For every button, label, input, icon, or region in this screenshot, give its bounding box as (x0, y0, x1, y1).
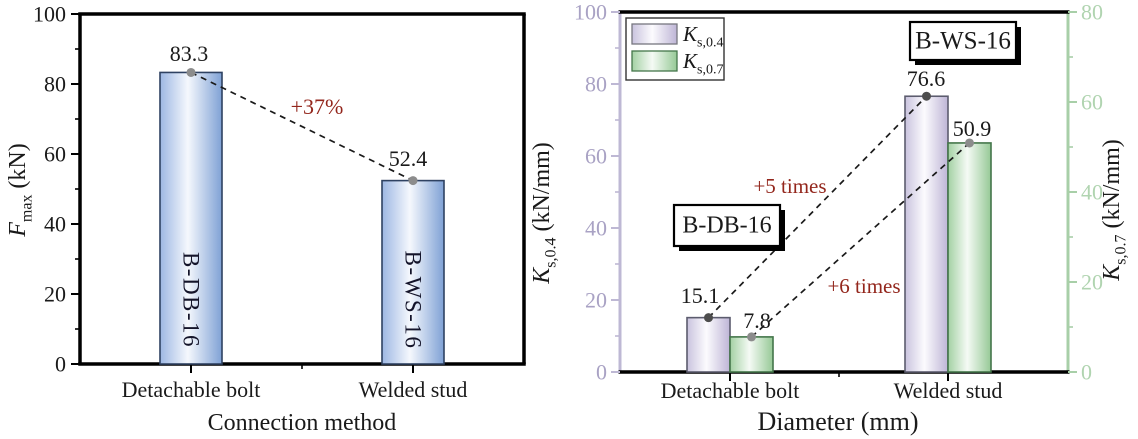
bar-ks04-detachable-bolt (686, 316, 731, 373)
boxed-label-bdb16-box (672, 203, 782, 248)
annotation-times: +6 times (827, 274, 900, 298)
value-label: 76.6 (907, 66, 946, 91)
annotation-times: +5 times (753, 174, 826, 198)
y-tick-label: 20 (44, 282, 66, 307)
x-axis-title: Diameter (mm) (758, 407, 919, 436)
left-y-tick-label: 0 (596, 360, 607, 385)
marker-dot (704, 313, 713, 323)
marker-dot (186, 67, 196, 77)
bar-inner-label: B-DB-16 (179, 252, 204, 348)
connector-ks07 (750, 142, 971, 338)
right-y-axis-title: Ks,0.7 (kN/mm) (1099, 139, 1129, 282)
y-tick-label: 40 (44, 212, 66, 237)
x-category-label: Detachable bolt (661, 378, 800, 403)
bar-inner-label: B-WS-16 (401, 251, 426, 350)
left-y-tick-label: 60 (585, 144, 607, 169)
right-y-tick-label: 20 (1081, 270, 1103, 295)
connector-ks04 (707, 95, 928, 319)
x-category-label: Welded stud (359, 377, 468, 402)
bar-ks07-detachable-bolt (729, 336, 774, 373)
right-y-tick-label: 40 (1081, 180, 1103, 205)
bar-ks07-welded-stud (947, 142, 992, 373)
boxed-label-bdb16: B-DB-16 (682, 213, 771, 239)
left-y-tick-label: 80 (585, 72, 607, 97)
value-label: 83.3 (170, 41, 209, 66)
marker-dot (922, 91, 931, 101)
y-tick-label: 80 (44, 72, 66, 97)
value-label: 7.8 (743, 308, 771, 333)
legend-swatch-ks04 (631, 23, 678, 45)
legend-label-ks07: Ks,0.7 (682, 49, 723, 78)
x-category-label: Detachable bolt (122, 377, 261, 402)
value-label: 15.1 (681, 283, 720, 308)
right-y-tick-label: 0 (1081, 360, 1092, 385)
y-tick-label: 60 (44, 142, 66, 167)
legend-swatch-ks07 (631, 50, 678, 72)
y-tick-label: 0 (55, 352, 66, 377)
x-axis-title: Connection method (208, 410, 397, 436)
left-y-axis-title: Ks,0.4 (kN/mm) (529, 142, 559, 285)
y-axis-title: Fmax (kN) (5, 143, 35, 238)
value-label: 50.9 (953, 116, 992, 141)
left-y-tick-label: 40 (585, 216, 607, 241)
marker-dot (965, 138, 974, 148)
annotation-percent: +37% (291, 94, 344, 119)
marker-dot (747, 332, 756, 342)
marker-dot (408, 176, 418, 186)
right-y-tick-label: 60 (1081, 90, 1103, 115)
boxed-label-bws16-box (908, 20, 1018, 62)
connector-dashed-line (190, 71, 414, 182)
left-y-tick-label: 20 (585, 288, 607, 313)
bar-ks04-welded-stud (904, 95, 949, 373)
legend-label-ks04: Ks,0.4 (682, 22, 723, 51)
left-y-tick-label: 100 (574, 0, 607, 25)
y-tick-label: 100 (33, 2, 66, 27)
boxed-label-bws16: B-WS-16 (915, 28, 1011, 55)
right-y-tick-label: 80 (1081, 0, 1103, 25)
value-label: 52.4 (389, 146, 428, 171)
x-category-label: Welded stud (894, 378, 1003, 403)
